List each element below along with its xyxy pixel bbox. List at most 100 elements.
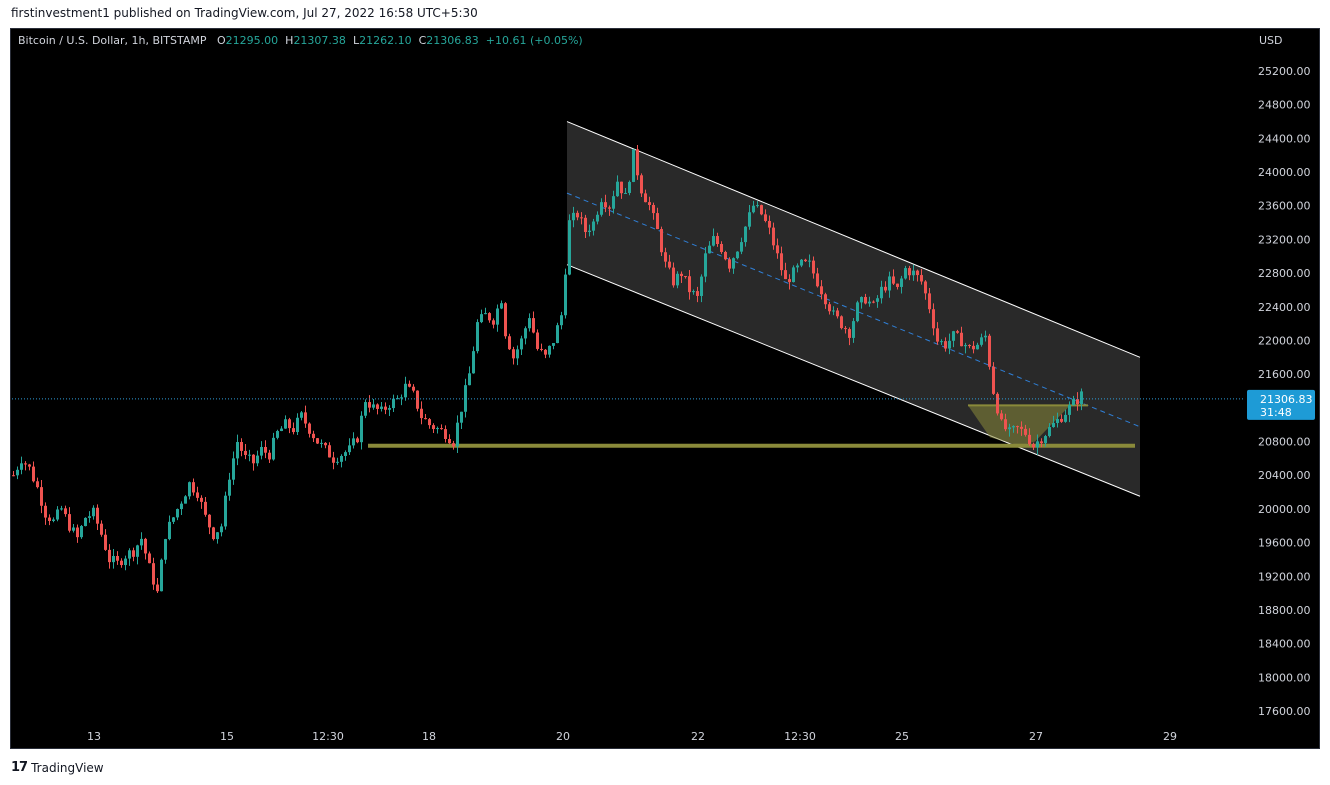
channel-lower-line	[566, 264, 1141, 497]
candle	[424, 413, 427, 420]
price-tick-label: 21600.00	[1258, 368, 1311, 381]
candle	[636, 145, 639, 180]
candle	[524, 326, 527, 345]
candle	[572, 206, 575, 228]
candle	[340, 454, 343, 468]
candle-body	[80, 526, 83, 538]
candle	[616, 175, 619, 197]
candle-body	[344, 452, 347, 456]
candle	[100, 520, 103, 537]
candle	[760, 204, 763, 216]
candle	[872, 300, 875, 304]
candle-body	[232, 458, 235, 480]
candle	[516, 345, 519, 366]
symbol-legend[interactable]: Bitcoin / U.S. Dollar, 1h, BITSTAMP O212…	[18, 34, 583, 47]
candle-body	[12, 475, 15, 477]
candle-body	[1000, 413, 1003, 420]
time-tick-label: 12:30	[784, 730, 816, 743]
candle	[648, 196, 651, 211]
candle-body	[816, 273, 819, 287]
candle	[600, 198, 603, 217]
candle	[1072, 395, 1075, 406]
candle	[112, 548, 115, 569]
candle	[896, 283, 899, 290]
price-tick-label: 18400.00	[1258, 638, 1311, 651]
currency-label[interactable]: USD	[1259, 34, 1283, 47]
candle-body	[340, 455, 343, 462]
candle	[272, 432, 275, 461]
candle-body	[776, 245, 779, 254]
candle	[68, 507, 71, 533]
price-tick-label: 24400.00	[1258, 132, 1311, 145]
candle	[428, 417, 431, 429]
candle	[696, 286, 699, 303]
pattern-shading	[968, 405, 1070, 446]
candle-body	[272, 437, 275, 460]
candle	[52, 517, 55, 523]
candle	[228, 472, 231, 501]
candle	[748, 205, 751, 230]
price-tick-label: 22000.00	[1258, 334, 1311, 347]
candle	[512, 346, 515, 365]
candle-body	[468, 373, 471, 386]
candle	[372, 399, 375, 410]
candle	[1040, 438, 1043, 448]
candle-body	[260, 446, 263, 456]
candle-body	[800, 259, 803, 266]
candle-body	[212, 527, 215, 540]
candle	[560, 311, 563, 330]
candle-body	[320, 442, 323, 444]
candle	[156, 577, 159, 593]
candle-body	[1032, 444, 1035, 448]
candle	[728, 257, 731, 273]
candle	[580, 212, 583, 225]
candle-body	[372, 404, 375, 408]
candle-body	[412, 386, 415, 391]
candle	[624, 188, 627, 194]
time-tick-label: 13	[87, 730, 101, 743]
candle-body	[920, 275, 923, 282]
candle-body	[296, 417, 299, 433]
candle-body	[956, 331, 959, 333]
candle-body	[384, 406, 387, 410]
candle	[716, 232, 719, 247]
candle-body	[156, 584, 159, 592]
candle-body	[748, 212, 751, 227]
candle	[48, 514, 51, 526]
candle-body	[536, 332, 539, 349]
candle-body	[908, 268, 911, 276]
price-tick-label: 25200.00	[1258, 65, 1311, 78]
candle-body	[900, 278, 903, 287]
open-label: O	[216, 34, 226, 47]
channel-layer	[566, 121, 1141, 497]
candle	[936, 322, 939, 345]
candle-body	[416, 390, 419, 409]
candle-body	[224, 495, 227, 527]
candle-body	[768, 220, 771, 228]
candle-body	[452, 443, 455, 447]
candle-body	[268, 452, 271, 460]
footer-brand[interactable]: 17 TradingView	[11, 760, 104, 775]
candle	[252, 454, 255, 471]
candle-body	[256, 455, 259, 464]
candle-body	[1028, 434, 1031, 445]
candle	[1000, 410, 1003, 421]
candle-body	[324, 442, 327, 446]
candle	[56, 506, 59, 522]
candle-body	[852, 321, 855, 338]
candle	[1016, 425, 1019, 434]
candle	[1068, 401, 1071, 423]
candle-body	[672, 267, 675, 286]
symbol-name[interactable]: Bitcoin / U.S. Dollar, 1h, BITSTAMP	[18, 34, 207, 47]
candle	[944, 337, 947, 352]
candle-body	[1040, 441, 1043, 444]
candle	[104, 529, 107, 551]
price-tick-label: 17600.00	[1258, 705, 1311, 718]
candle-body	[428, 419, 431, 426]
candle	[996, 392, 999, 416]
candle	[1028, 428, 1031, 446]
candle-body	[500, 303, 503, 309]
candle-body	[520, 338, 523, 350]
candle-body	[760, 205, 763, 215]
